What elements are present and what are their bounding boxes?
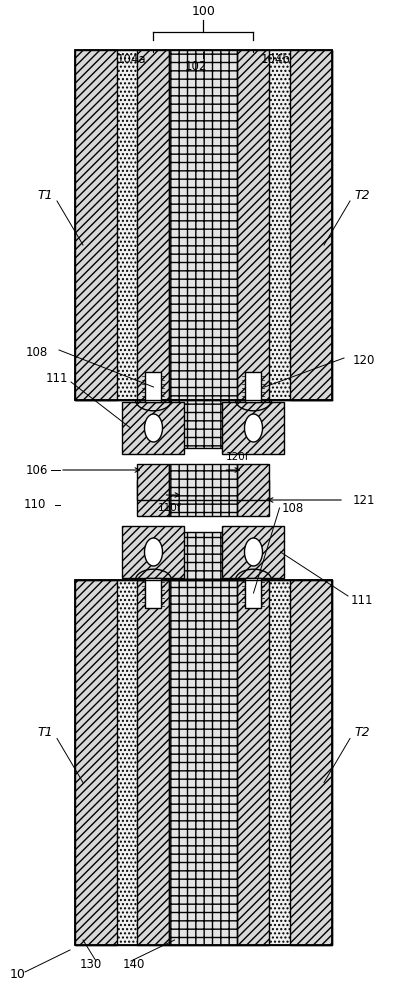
Text: 140: 140 (123, 958, 145, 971)
Polygon shape (75, 580, 117, 945)
Text: 104b: 104b (260, 53, 290, 66)
Polygon shape (222, 526, 284, 578)
Polygon shape (75, 580, 331, 945)
Polygon shape (137, 464, 169, 500)
Polygon shape (289, 50, 331, 400)
Polygon shape (137, 532, 169, 580)
Text: T1: T1 (37, 726, 53, 739)
Text: 110: 110 (24, 498, 46, 512)
Polygon shape (169, 50, 237, 400)
Text: 104a: 104a (116, 53, 146, 66)
Ellipse shape (244, 414, 262, 442)
Text: 108: 108 (281, 502, 303, 514)
Text: 121: 121 (352, 493, 374, 506)
Polygon shape (237, 50, 269, 400)
Polygon shape (145, 372, 161, 402)
Polygon shape (237, 480, 269, 516)
Polygon shape (122, 402, 184, 454)
Ellipse shape (144, 414, 162, 442)
Text: T1: T1 (37, 189, 53, 202)
Polygon shape (169, 464, 237, 500)
Polygon shape (75, 50, 117, 400)
Polygon shape (222, 402, 284, 454)
Polygon shape (137, 480, 169, 516)
Text: 100: 100 (191, 5, 215, 18)
Polygon shape (122, 526, 184, 578)
Text: 130: 130 (80, 958, 102, 971)
Polygon shape (169, 480, 237, 516)
Text: 120: 120 (352, 354, 374, 366)
Text: 108: 108 (26, 346, 48, 359)
Polygon shape (245, 578, 261, 608)
Text: 111: 111 (46, 371, 68, 384)
Text: 106: 106 (26, 464, 48, 477)
Ellipse shape (244, 538, 262, 566)
Polygon shape (169, 532, 237, 580)
Polygon shape (237, 464, 269, 500)
Text: 120f: 120f (225, 452, 249, 462)
Polygon shape (137, 400, 169, 448)
Polygon shape (237, 532, 269, 580)
Polygon shape (169, 580, 237, 945)
Polygon shape (245, 372, 261, 402)
Polygon shape (137, 50, 169, 400)
Polygon shape (137, 580, 169, 945)
Polygon shape (289, 580, 331, 945)
Polygon shape (145, 578, 161, 608)
Text: 110f: 110f (157, 503, 181, 513)
Polygon shape (169, 400, 237, 448)
Polygon shape (237, 580, 269, 945)
Text: T2: T2 (353, 726, 369, 739)
Text: 10: 10 (10, 968, 26, 981)
Ellipse shape (144, 538, 162, 566)
Polygon shape (75, 50, 331, 400)
Polygon shape (237, 400, 269, 448)
Text: T2: T2 (353, 189, 369, 202)
Text: 111: 111 (350, 593, 372, 606)
Text: 102: 102 (184, 60, 206, 73)
